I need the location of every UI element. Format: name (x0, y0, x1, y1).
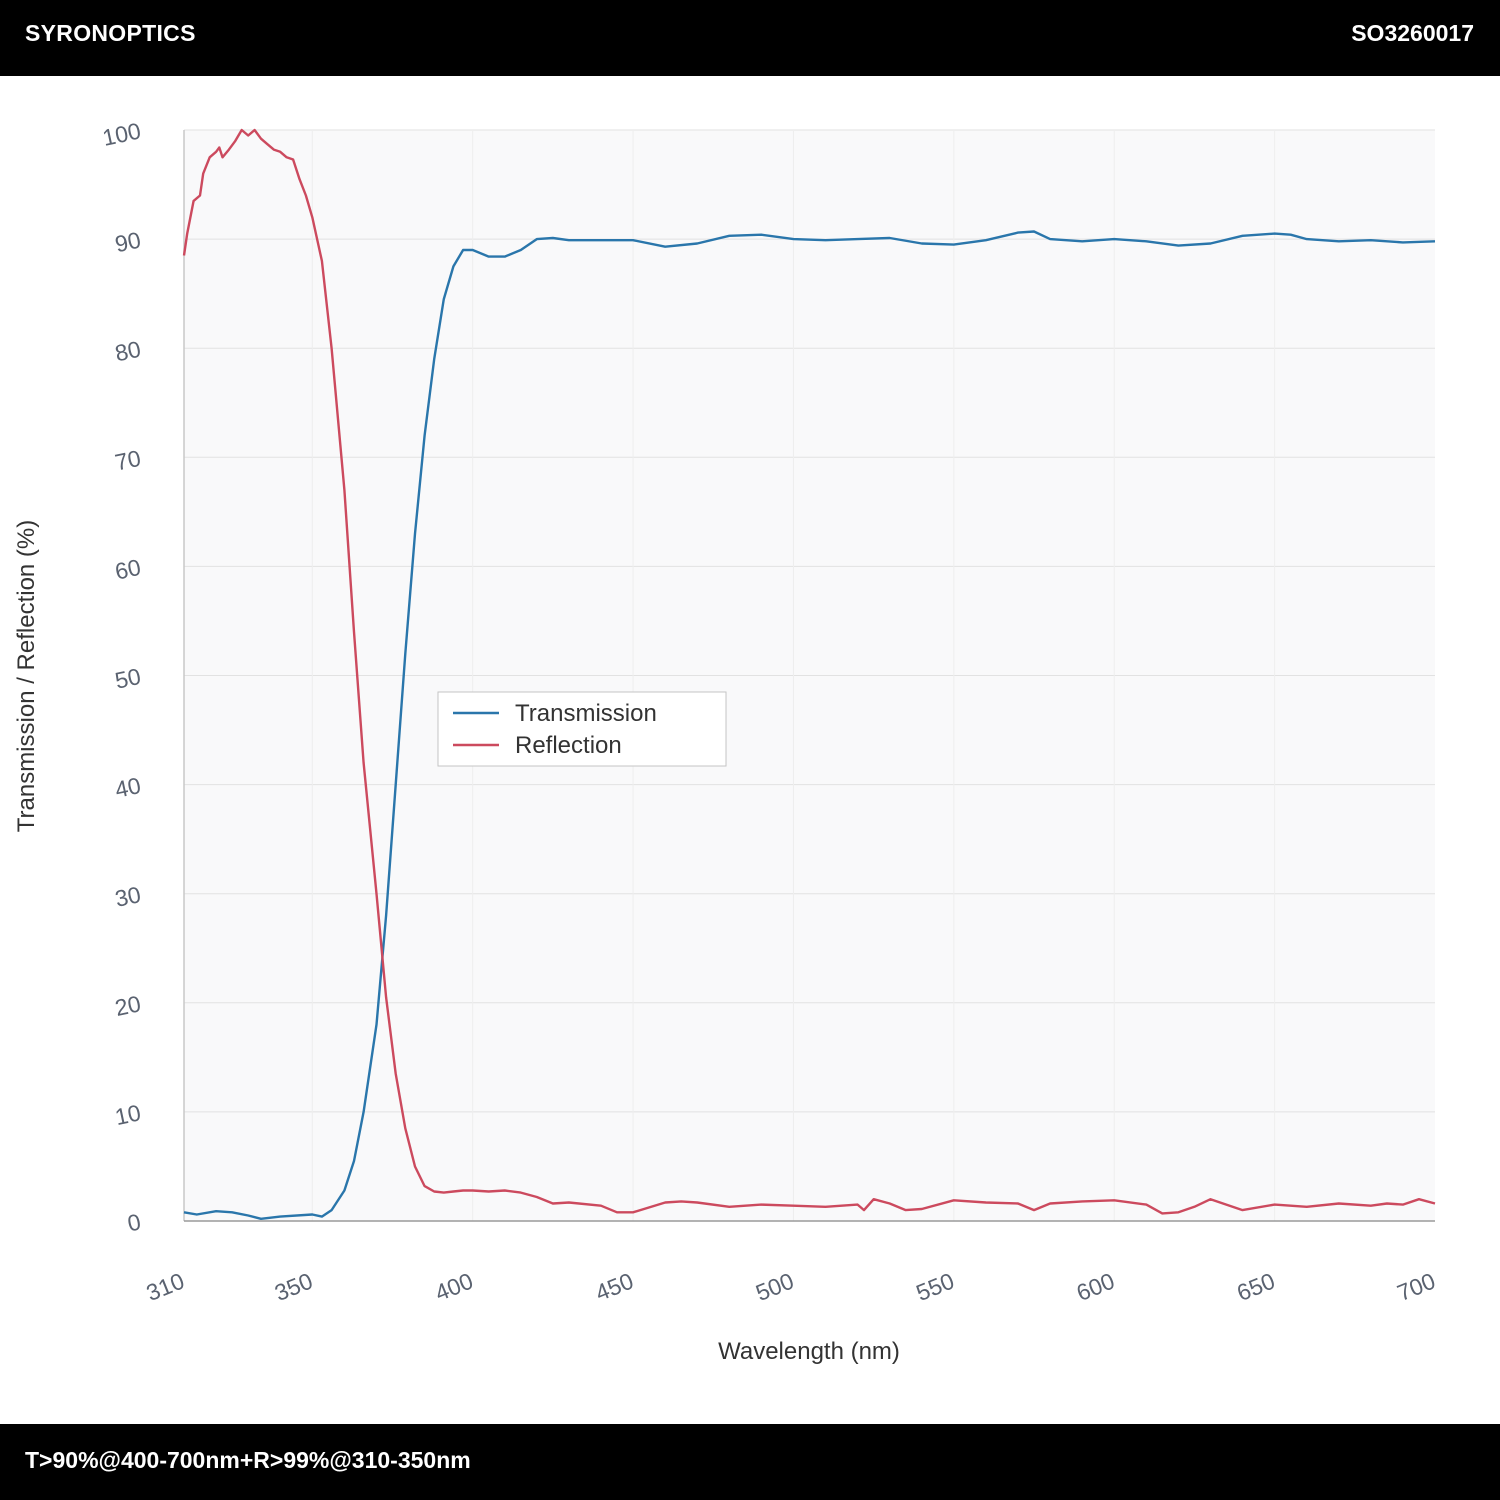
x-tick-label: 550 (912, 1268, 957, 1306)
brand-name: SYRONOPTICS (25, 20, 196, 46)
tick-labels: 0 10 20 30 40 50 60 70 80 90 100 310 350 400 450 500 550… (100, 117, 1439, 1306)
x-tick-label: 450 (592, 1268, 637, 1306)
grid-lines (184, 129, 1435, 1221)
legend-label: Reflection (515, 732, 622, 759)
y-tick-label: 10 (113, 1099, 143, 1130)
x-axis-label: Wavelength (nm) (718, 1338, 900, 1365)
y-tick-label: 30 (113, 881, 143, 912)
part-number: SO3260017 (1351, 20, 1474, 46)
y-tick-label: 20 (113, 990, 143, 1021)
y-axis-label: Transmission / Reflection (%) (13, 520, 40, 833)
y-tick-label: 50 (113, 663, 143, 694)
x-tick-label: 310 (143, 1268, 188, 1306)
legend-label: Transmission (515, 700, 657, 727)
axes (183, 130, 1435, 1222)
series-line-transmission (183, 230, 1436, 1220)
y-tick-label: 40 (113, 772, 143, 803)
series-lines (182, 128, 1436, 1220)
x-tick-label: 650 (1233, 1268, 1278, 1306)
x-tick-label: 400 (431, 1268, 476, 1306)
x-tick-label: 700 (1394, 1268, 1439, 1306)
x-tick-label: 350 (271, 1268, 316, 1306)
x-tick-label: 600 (1073, 1268, 1118, 1306)
y-tick-label: 60 (113, 554, 143, 585)
y-tick-label: 100 (100, 117, 143, 150)
header-bar: SYRONOPTICS SO3260017 (0, 0, 1500, 76)
y-tick-label: 80 (113, 336, 143, 367)
legend: Transmission Reflection (437, 691, 727, 767)
y-tick-label: 90 (113, 227, 143, 258)
x-tick-label: 500 (752, 1268, 797, 1306)
spec-text: T>90%@400-700nm+R>99%@310-350nm (25, 1447, 471, 1473)
y-tick-label: 70 (113, 445, 143, 476)
legend-box (437, 691, 727, 767)
y-tick-label: 0 (125, 1208, 143, 1236)
footer-bar: T>90%@400-700nm+R>99%@310-350nm (0, 1424, 1500, 1500)
series-line-reflection (182, 128, 1436, 1215)
